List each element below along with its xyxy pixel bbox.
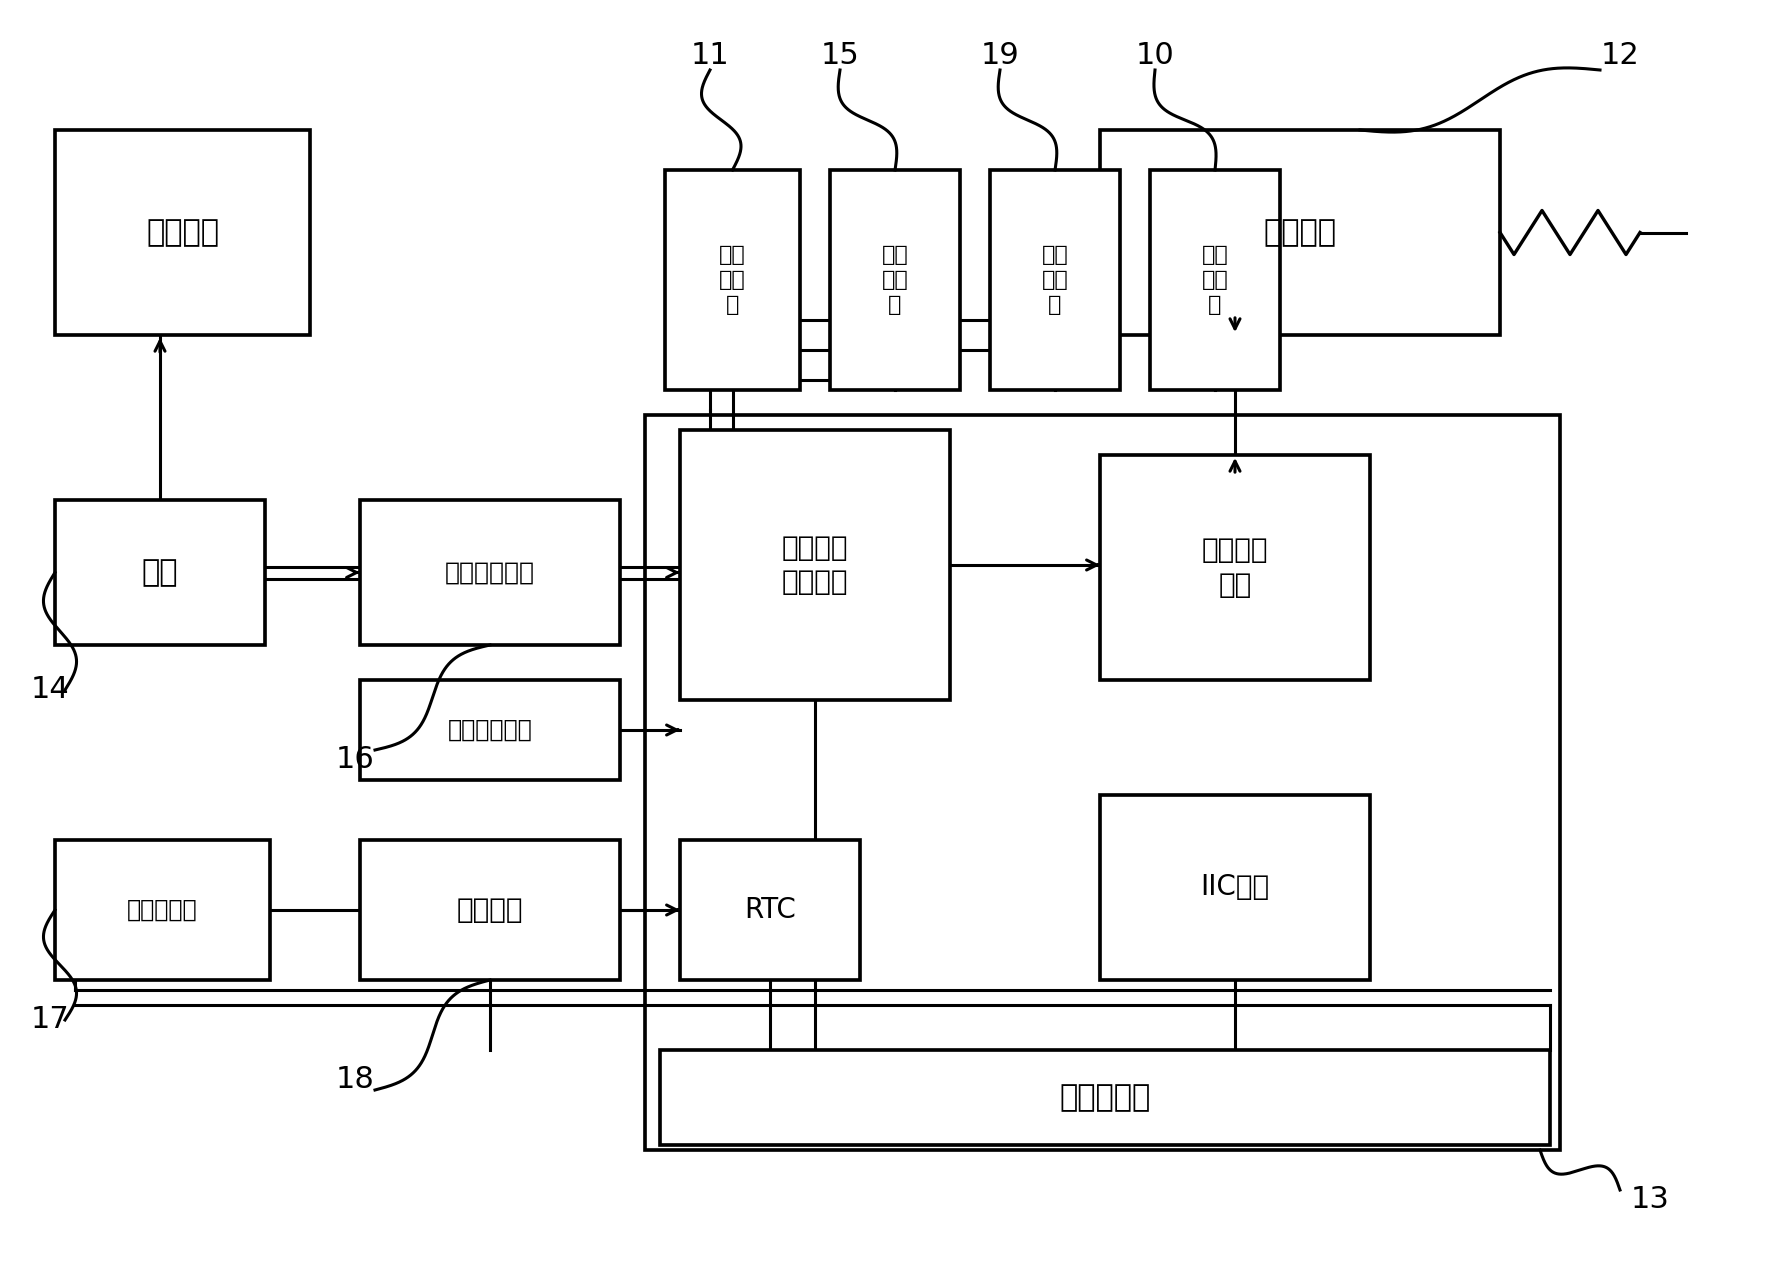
Bar xyxy=(55,131,311,335)
Text: 磁感
传感
器: 磁感 传感 器 xyxy=(719,246,745,315)
Text: 温感
传感
器: 温感 传感 器 xyxy=(1042,246,1068,315)
Text: IIC接口: IIC接口 xyxy=(1201,873,1270,901)
Bar xyxy=(360,500,620,645)
Text: 11: 11 xyxy=(691,41,729,69)
Bar xyxy=(55,500,265,645)
Bar xyxy=(680,430,950,700)
Text: 串行外设
接口: 串行外设 接口 xyxy=(1201,536,1268,599)
Text: 19: 19 xyxy=(980,41,1019,69)
Text: 18: 18 xyxy=(336,1065,374,1094)
Text: 晶振电路: 晶振电路 xyxy=(457,896,523,924)
Bar xyxy=(660,1050,1551,1146)
Text: 系统电源: 系统电源 xyxy=(147,218,219,247)
Bar xyxy=(55,840,270,980)
Text: 电源: 电源 xyxy=(141,558,178,588)
Text: 外部存储器: 外部存储器 xyxy=(127,899,198,922)
Bar xyxy=(830,170,961,390)
Text: 15: 15 xyxy=(821,41,860,69)
Text: 14: 14 xyxy=(30,676,69,704)
Text: 按键及指示灯: 按键及指示灯 xyxy=(447,718,532,742)
Bar xyxy=(645,415,1559,1149)
Text: 10: 10 xyxy=(1136,41,1174,69)
Text: 12: 12 xyxy=(1600,41,1639,69)
Bar xyxy=(360,680,620,780)
Text: 射频芯片: 射频芯片 xyxy=(1263,218,1337,247)
Bar xyxy=(680,840,860,980)
Text: 通用输入
输出接口: 通用输入 输出接口 xyxy=(782,534,848,596)
Bar xyxy=(991,170,1120,390)
Bar xyxy=(360,840,620,980)
Text: 湿感
传感
器: 湿感 传感 器 xyxy=(1201,246,1229,315)
Text: 电量检测电路: 电量检测电路 xyxy=(445,561,535,585)
Text: 13: 13 xyxy=(1630,1185,1669,1215)
Bar xyxy=(1150,170,1280,390)
Text: 光感
传感
器: 光感 传感 器 xyxy=(881,246,908,315)
Bar xyxy=(666,170,800,390)
Text: 16: 16 xyxy=(336,745,374,774)
Text: 微控制单元: 微控制单元 xyxy=(1060,1083,1151,1112)
Bar xyxy=(1100,795,1370,980)
Text: 17: 17 xyxy=(30,1006,69,1034)
Bar xyxy=(1100,454,1370,680)
Bar xyxy=(1100,131,1499,335)
Text: RTC: RTC xyxy=(743,896,796,924)
